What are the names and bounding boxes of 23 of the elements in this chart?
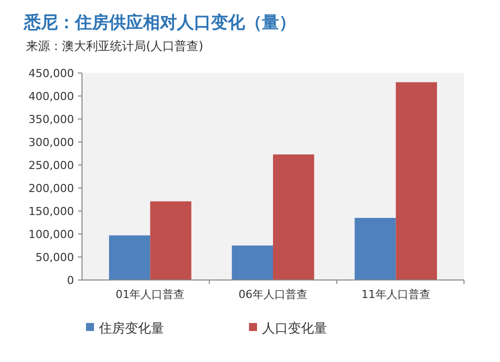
x-tick-label: 11年人口普查 (361, 288, 430, 301)
y-tick-label: 200,000 (28, 182, 74, 195)
y-tick-label: 250,000 (28, 158, 74, 172)
bar (396, 82, 437, 280)
y-tick-label: 0 (67, 274, 74, 287)
legend-label: 住房变化量 (98, 320, 164, 337)
bar (109, 235, 150, 280)
y-tick-label: 300,000 (28, 136, 74, 149)
legend-label: 人口变化量 (262, 322, 327, 337)
bar (354, 218, 396, 280)
bar (150, 201, 192, 280)
y-tick-label: 350,000 (28, 112, 74, 126)
x-tick-label: 06年人口普查 (238, 288, 308, 301)
y-tick-label: 450,000 (28, 66, 74, 80)
chart-subtitle: 来源：澳大利亚统计局(人口普查) (26, 39, 204, 53)
y-tick-label: 400,000 (28, 90, 74, 103)
bar (232, 246, 273, 280)
x-tick-label: 01年人口普查 (116, 288, 185, 301)
y-tick-label: 150,000 (28, 204, 74, 218)
chart-title: 悉尼：住房供应相对人口变化（量） (23, 13, 296, 33)
bar (273, 154, 314, 280)
y-tick-label: 50,000 (36, 250, 74, 264)
y-tick-label: 100,000 (28, 228, 74, 241)
